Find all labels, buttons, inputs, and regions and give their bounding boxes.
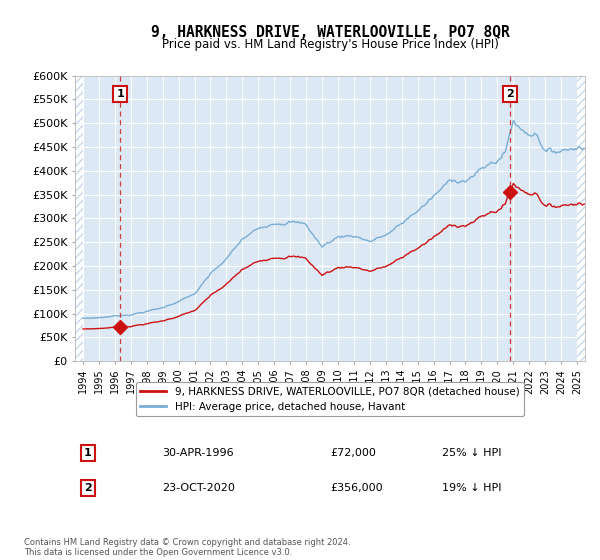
Text: 23-OCT-2020: 23-OCT-2020 (162, 483, 235, 493)
Legend: 9, HARKNESS DRIVE, WATERLOOVILLE, PO7 8QR (detached house), HPI: Average price, : 9, HARKNESS DRIVE, WATERLOOVILLE, PO7 8Q… (136, 382, 524, 416)
Bar (75, 76, 83, 361)
Text: Price paid vs. HM Land Registry's House Price Index (HPI): Price paid vs. HM Land Registry's House … (161, 38, 499, 51)
Text: £356,000: £356,000 (330, 483, 383, 493)
Text: 9, HARKNESS DRIVE, WATERLOOVILLE, PO7 8QR: 9, HARKNESS DRIVE, WATERLOOVILLE, PO7 8Q… (151, 25, 509, 40)
Text: 25% ↓ HPI: 25% ↓ HPI (442, 448, 502, 458)
Text: 19% ↓ HPI: 19% ↓ HPI (442, 483, 502, 493)
Text: £72,000: £72,000 (330, 448, 376, 458)
Text: Contains HM Land Registry data © Crown copyright and database right 2024.
This d: Contains HM Land Registry data © Crown c… (24, 538, 350, 557)
Text: 2: 2 (84, 483, 92, 493)
Text: 1: 1 (116, 89, 124, 99)
Text: 1: 1 (84, 448, 92, 458)
Text: 30-APR-1996: 30-APR-1996 (162, 448, 233, 458)
Text: 2: 2 (506, 89, 514, 99)
Bar (577, 76, 585, 361)
